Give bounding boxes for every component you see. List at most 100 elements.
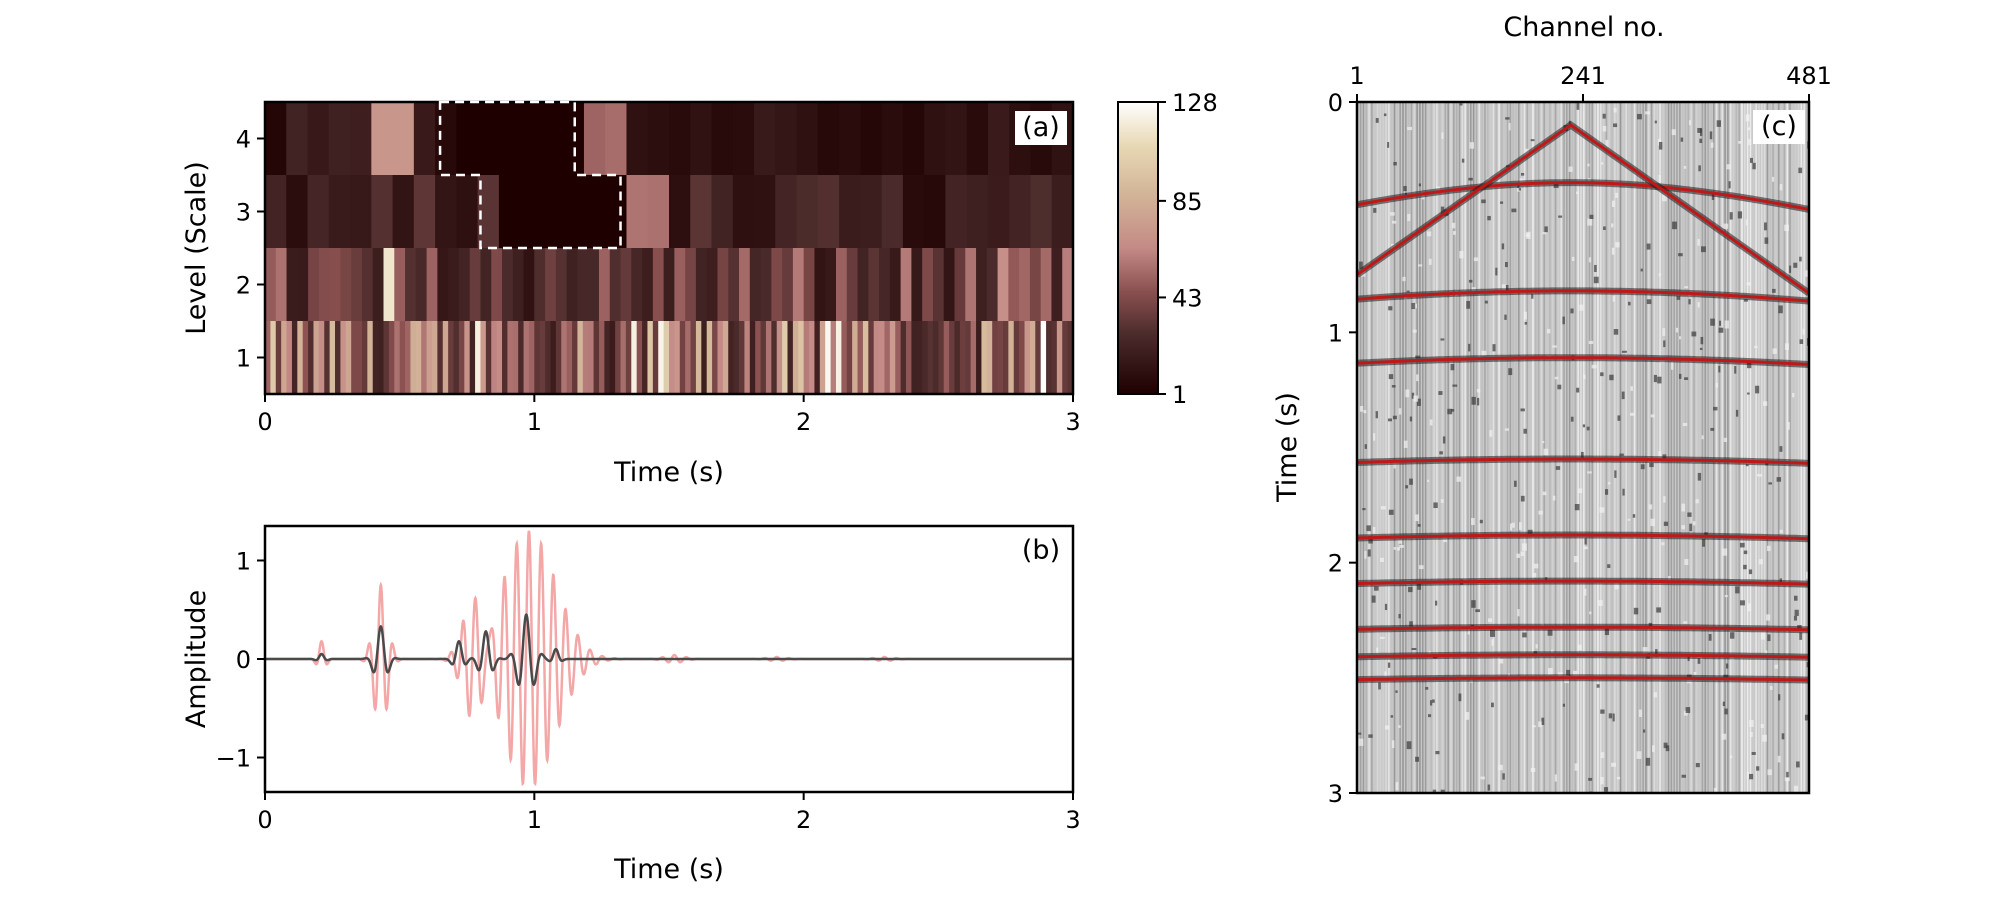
heatmap-cell xyxy=(324,321,331,394)
trace xyxy=(1616,102,1619,793)
trace xyxy=(1718,102,1721,793)
noise-speck xyxy=(1473,257,1479,262)
noise-speck xyxy=(1376,647,1379,654)
noise-speck xyxy=(1756,766,1760,771)
noise-speck xyxy=(1681,525,1685,530)
noise-speck xyxy=(1645,757,1651,766)
noise-speck xyxy=(1471,396,1476,405)
noise-speck xyxy=(1373,207,1377,213)
noise-speck xyxy=(1692,521,1696,526)
noise-speck xyxy=(1721,733,1727,740)
heatmap-cell xyxy=(881,102,904,175)
noise-speck xyxy=(1682,422,1688,427)
heatmap-cell xyxy=(605,175,628,248)
plot-frame xyxy=(263,100,1075,396)
heatmap-cell xyxy=(817,102,840,175)
heatmap-cell xyxy=(318,321,325,394)
heatmap-cell xyxy=(796,102,819,175)
noise-speck xyxy=(1520,172,1525,176)
noise-speck xyxy=(1652,745,1655,752)
noise-speck xyxy=(1418,565,1424,570)
noise-speck xyxy=(1450,363,1455,371)
noise-speck xyxy=(1380,557,1385,562)
noise-speck xyxy=(1542,491,1547,496)
noise-speck xyxy=(1748,773,1754,780)
heatmap-cell xyxy=(916,321,923,394)
heatmap-cell xyxy=(421,321,428,394)
trace xyxy=(1427,102,1430,793)
heatmap-cell xyxy=(1029,321,1036,394)
trace xyxy=(1633,102,1636,793)
colorbar xyxy=(1117,101,1159,395)
heatmap-cell xyxy=(873,321,880,394)
noise-speck xyxy=(1778,305,1783,314)
heatmap-cell xyxy=(732,175,755,248)
trace xyxy=(1789,102,1791,793)
heatmap-cell xyxy=(453,321,460,394)
heatmap-cell xyxy=(922,248,934,321)
noise-speck xyxy=(1538,510,1543,515)
panel-label-box xyxy=(1015,111,1067,145)
noise-speck xyxy=(1395,782,1399,791)
noise-speck xyxy=(1498,764,1503,771)
noise-speck xyxy=(1375,411,1378,419)
trace xyxy=(1729,102,1732,793)
noise-speck xyxy=(1693,671,1697,676)
heatmap-cell xyxy=(378,321,385,394)
trace xyxy=(1402,102,1404,793)
noise-speck xyxy=(1672,221,1677,230)
noise-speck xyxy=(1602,113,1606,119)
noise-speck xyxy=(1468,177,1473,181)
heatmap-cell xyxy=(924,102,947,175)
heatmap-cell xyxy=(775,102,798,175)
heatmap-cell xyxy=(771,248,783,321)
noise-speck xyxy=(1398,613,1401,619)
heatmap-cell xyxy=(405,321,412,394)
noise-speck xyxy=(1607,481,1611,485)
trace xyxy=(1526,102,1529,793)
noise-speck xyxy=(1520,495,1525,502)
trace xyxy=(1792,102,1794,793)
heatmap-cell xyxy=(609,248,622,321)
heatmap-cell xyxy=(830,321,837,394)
noise-speck xyxy=(1501,243,1505,250)
noise-speck xyxy=(1391,740,1395,748)
noise-speck xyxy=(1429,419,1433,426)
noise-speck xyxy=(1459,103,1463,106)
trace xyxy=(1453,102,1455,793)
heatmap-cell xyxy=(787,321,794,394)
heatmap-cell xyxy=(480,248,492,321)
noise-speck xyxy=(1615,192,1619,198)
direct-wave-pick xyxy=(1357,123,1809,295)
trace xyxy=(1385,102,1387,793)
noise-speck xyxy=(1388,374,1394,380)
noise-speck xyxy=(1429,700,1433,706)
heatmap-cell xyxy=(286,102,309,175)
noise-speck xyxy=(1393,547,1397,550)
trace xyxy=(1758,102,1760,793)
heatmap-cell xyxy=(712,321,719,394)
noise-speck xyxy=(1533,563,1539,569)
noise-speck xyxy=(1432,789,1437,793)
trace xyxy=(1760,102,1763,793)
noise-speck xyxy=(1491,702,1494,708)
noise-speck xyxy=(1648,504,1653,510)
trace xyxy=(1554,102,1557,793)
heatmap-cell xyxy=(976,321,983,394)
heatmap-cell xyxy=(943,248,956,321)
noise-speck xyxy=(1465,711,1470,720)
heatmap-cell xyxy=(545,321,552,394)
noise-speck xyxy=(1687,512,1692,517)
trace xyxy=(1501,102,1503,793)
heatmap-cell xyxy=(739,248,751,321)
x-axis-ticks: 0 1 2 3 xyxy=(257,792,1081,834)
heatmap-cell xyxy=(562,175,585,248)
heatmap-cell xyxy=(981,321,988,394)
heatmap-cell xyxy=(270,321,277,394)
panel-b: 0 1 2 3 −1 0 1 (b) Time (s) Amplitude xyxy=(181,524,1081,885)
heatmap-cell xyxy=(340,321,347,394)
heatmap-cell xyxy=(351,321,358,394)
x-axis-ticks: 0 1 2 3 xyxy=(257,394,1081,436)
heatmap-cell xyxy=(469,248,482,321)
